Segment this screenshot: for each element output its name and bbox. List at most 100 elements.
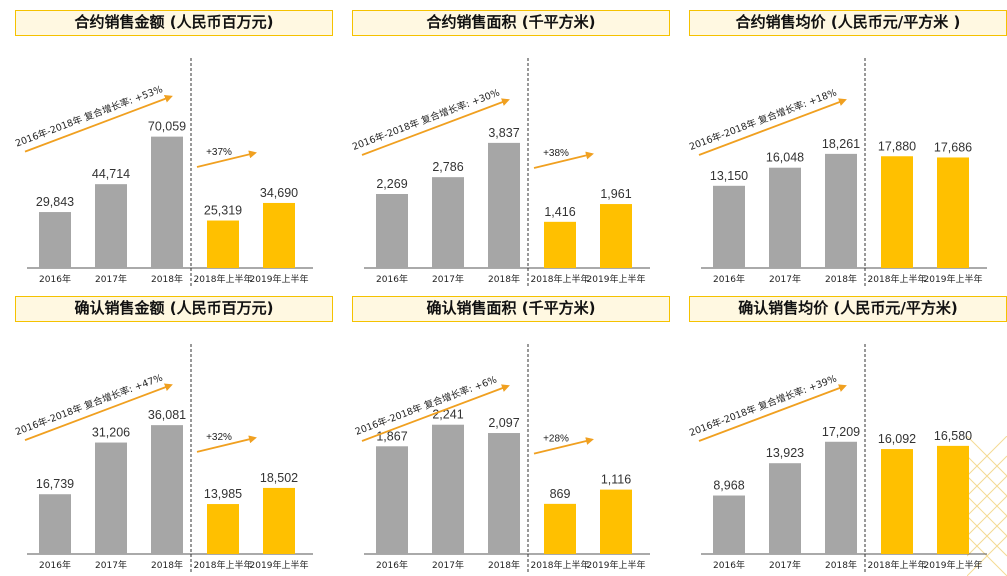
growth-label: +37% (206, 147, 232, 158)
cagr-label: 2016年-2018年 复合增长率: +47% (14, 372, 165, 438)
category-label: 2016年 (39, 273, 71, 285)
panel-title: 合约销售均价 (人民币元/平方米 ) (689, 10, 1007, 36)
data-label: 18,261 (822, 137, 860, 151)
bar-year-1 (95, 184, 127, 268)
panel-title: 确认销售均价 (人民币元/平方米) (689, 296, 1007, 322)
data-label: 8,968 (713, 479, 744, 493)
category-label: 2018年 (151, 273, 183, 285)
bar-half-year-3 (207, 220, 239, 268)
bar-year-0 (376, 446, 408, 554)
growth-arrow (533, 437, 594, 455)
chart-recognized-sales-amount: 16,739 2016年 31,206 2017年 36,081 2018年 13,985 2… (14, 344, 313, 572)
data-label: 2,241 (432, 408, 463, 422)
bar-year-1 (769, 167, 801, 268)
bar-half-year-4 (600, 489, 632, 554)
data-label: 34,690 (260, 186, 298, 200)
panel-recognized-sales-amount: 确认销售金额 (人民币百万元) 16,739 2016年 31,206 2017年 36… (14, 296, 333, 572)
panel-title: 合约销售金额 (人民币百万元) (15, 10, 333, 36)
data-label: 44,714 (92, 167, 130, 181)
bar-year-2 (151, 136, 183, 268)
chart-contracted-avg-price: 13,150 2016年 16,048 2017年 18,261 2018年 17,880 2… (688, 58, 987, 286)
bar-half-year-4 (263, 487, 295, 554)
panel-recognized-sales-area: 确认销售面积 (千平方米) 1,867 2016年 2,241 2017年 2,097 2… (352, 296, 670, 572)
cagr-label: 2016年-2018年 复合增长率: +39% (688, 372, 839, 438)
data-label: 2,786 (432, 160, 463, 174)
panel-contracted-sales-area: 合约销售面积 (千平方米) 2,269 2016年 2,786 2017年 3,837 2… (351, 10, 670, 286)
data-label: 3,837 (488, 126, 519, 140)
cagr-arrow (698, 384, 847, 442)
bar-half-year-3 (207, 504, 239, 554)
bar-half-year-3 (544, 221, 576, 268)
category-label: 2018年上半年 (194, 559, 253, 571)
bar-year-1 (95, 442, 127, 554)
bar-year-1 (432, 424, 464, 554)
bar-year-0 (713, 185, 745, 268)
data-label: 16,092 (878, 432, 916, 446)
category-label: 2017年 (432, 559, 464, 571)
data-label: 16,739 (36, 477, 74, 491)
chart-contracted-sales-area: 2,269 2016年 2,786 2017年 3,837 2018年 1,416 2018年… (351, 58, 650, 286)
data-label: 25,319 (204, 204, 242, 218)
bar-year-2 (488, 433, 520, 554)
corner-decoration (967, 436, 1007, 576)
growth-arrow (196, 150, 257, 168)
bar-half-year-3 (544, 503, 576, 554)
data-label: 29,843 (36, 195, 74, 209)
growth-arrow (196, 435, 257, 453)
category-label: 2016年 (713, 559, 745, 571)
category-label: 2019年上半年 (250, 559, 309, 571)
panel-contracted-avg-price: 合约销售均价 (人民币元/平方米 ) 13,150 2016年 16,048 2017… (688, 10, 1007, 286)
bar-year-2 (488, 142, 520, 268)
category-label: 2018年上半年 (531, 273, 590, 285)
bar-year-0 (376, 194, 408, 268)
cagr-label: 2016年-2018年 复合增长率: +18% (688, 86, 839, 152)
category-label: 2018年 (488, 273, 520, 285)
data-label: 1,961 (600, 187, 631, 201)
category-label: 2018年 (825, 559, 857, 571)
data-label: 31,206 (92, 426, 130, 440)
category-label: 2018年 (488, 559, 520, 571)
bar-half-year-3 (881, 156, 913, 268)
category-label: 2017年 (769, 559, 801, 571)
category-label: 2017年 (95, 273, 127, 285)
data-label: 1,116 (601, 473, 631, 487)
category-label: 2019年上半年 (587, 559, 646, 571)
cagr-arrow (24, 383, 173, 441)
category-label: 2018年 (825, 273, 857, 285)
cagr-label: 2016年-2018年 复合增长率: +6% (353, 374, 498, 438)
category-label: 2016年 (376, 559, 408, 571)
category-label: 2017年 (769, 273, 801, 285)
data-label: 17,686 (934, 140, 972, 154)
category-label: 2018年上半年 (868, 273, 927, 285)
bar-half-year-4 (937, 157, 969, 268)
data-label: 869 (550, 487, 571, 501)
growth-label: +32% (206, 432, 232, 443)
category-label: 2019年上半年 (587, 273, 646, 285)
panel-title: 确认销售金额 (人民币百万元) (15, 296, 333, 322)
bar-half-year-4 (600, 204, 632, 268)
category-label: 2018年上半年 (531, 559, 590, 571)
category-label: 2019年上半年 (250, 273, 309, 285)
category-label: 2019年上半年 (924, 273, 983, 285)
bar-year-0 (39, 494, 71, 554)
panel-title: 确认销售面积 (千平方米) (352, 296, 670, 322)
data-label: 13,985 (204, 487, 242, 501)
data-label: 70,059 (148, 120, 186, 134)
cagr-arrow (24, 95, 173, 153)
data-label: 2,097 (488, 416, 519, 430)
bar-half-year-4 (263, 202, 295, 268)
chart-recognized-sales-area: 1,867 2016年 2,241 2017年 2,097 2018年 869 2018年上半… (353, 344, 650, 572)
bar-year-2 (151, 425, 183, 554)
data-label: 13,923 (766, 446, 804, 460)
category-label: 2017年 (432, 273, 464, 285)
category-label: 2018年上半年 (194, 273, 253, 285)
cagr-arrow (698, 98, 847, 156)
panel-recognized-avg-price: 确认销售均价 (人民币元/平方米) 8,968 2016年 13,923 2017年 1… (688, 296, 1007, 572)
panel-title: 合约销售面积 (千平方米) (352, 10, 670, 36)
cagr-arrow (361, 384, 510, 442)
category-label: 2018年 (151, 559, 183, 571)
data-label: 16,048 (766, 151, 804, 165)
category-label: 2017年 (95, 559, 127, 571)
bar-year-1 (769, 463, 801, 554)
chart-contracted-sales-amount: 29,843 2016年 44,714 2017年 70,059 2018年 25,319 2… (14, 58, 313, 286)
